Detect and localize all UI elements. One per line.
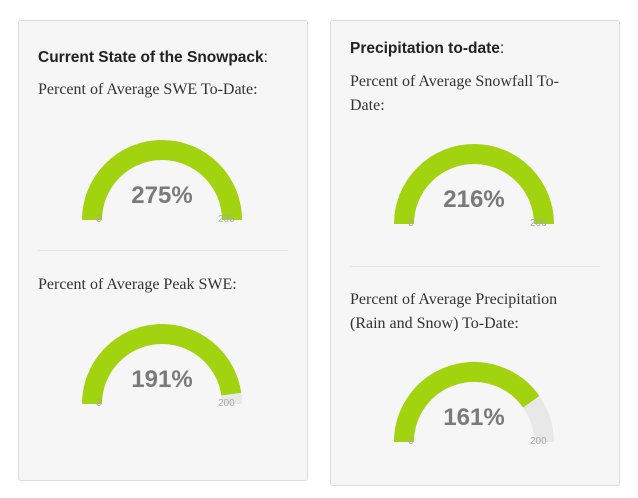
gauge-min-label: 0 [96, 398, 102, 409]
divider [350, 266, 600, 267]
swe-to-date-gauge: 275% 0 200 [82, 136, 262, 236]
swe-to-date-label: Percent of Average SWE To-Date: [38, 81, 258, 98]
gauge-max-label: 200 [530, 436, 547, 447]
precipitation-panel [330, 20, 620, 486]
gauge-max-label: 200 [530, 218, 547, 229]
gauge-value: 191% [131, 366, 193, 393]
precipitation-heading: Precipitation to-date: [350, 40, 504, 58]
precipitation-to-date-gauge: 161% 0 200 [394, 358, 574, 458]
precipitation-label-line-2: (Rain and Snow) To-Date: [350, 315, 519, 332]
gauge-value: 216% [443, 186, 505, 213]
snowpack-heading: Current State of the Snowpack: [38, 49, 268, 67]
divider [38, 250, 288, 251]
gauge-max-label: 200 [218, 214, 235, 225]
gauge-max-label: 200 [218, 398, 235, 409]
gauge-fill [82, 140, 242, 221]
gauge-value: 275% [131, 182, 193, 209]
gauge-fill [394, 144, 554, 225]
snowfall-label-line-1: Percent of Average Snowfall To- [350, 73, 559, 90]
gauge-fill [394, 362, 540, 443]
precipitation-heading-colon: : [499, 40, 505, 57]
gauge-fill [82, 324, 242, 405]
snowpack-heading-text: Current State of the Snowpack [38, 49, 264, 66]
snowfall-to-date-gauge: 216% 0 200 [394, 140, 574, 240]
gauge-min-label: 0 [408, 218, 414, 229]
peak-swe-gauge: 191% 0 200 [82, 320, 262, 420]
precipitation-heading-text: Precipitation to-date [350, 40, 500, 57]
snowfall-to-date-label: Percent of Average Snowfall To- Date: [350, 70, 559, 118]
peak-swe-label: Percent of Average Peak SWE: [38, 276, 237, 293]
precipitation-label-line-1: Percent of Average Precipitation [350, 291, 558, 308]
snowpack-heading-colon: : [263, 49, 268, 66]
gauge-value: 161% [443, 404, 505, 431]
snowfall-label-line-2: Date: [350, 97, 385, 114]
gauge-min-label: 0 [96, 214, 102, 225]
precipitation-to-date-label: Percent of Average Precipitation (Rain a… [350, 288, 557, 336]
gauge-min-label: 0 [408, 436, 414, 447]
